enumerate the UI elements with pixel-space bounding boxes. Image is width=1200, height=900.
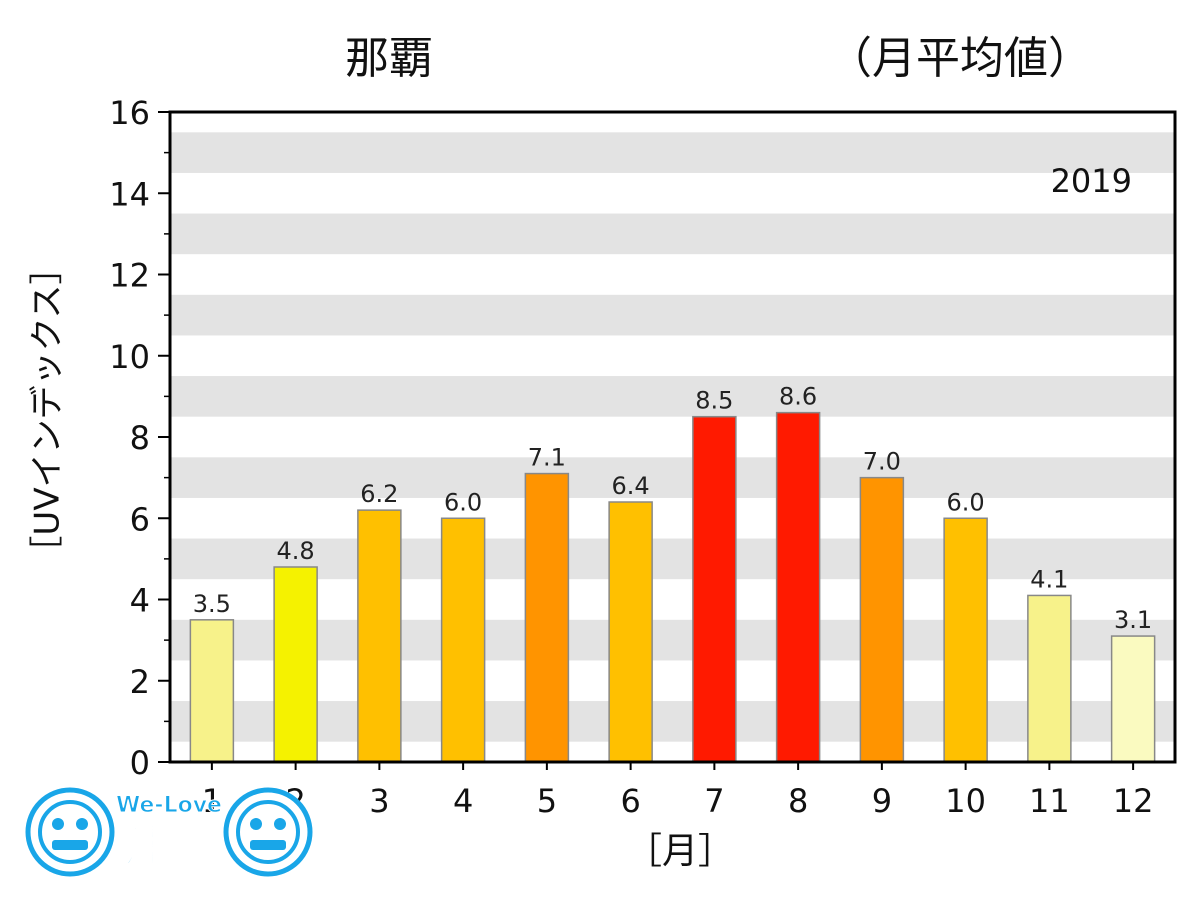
bar <box>608 501 653 763</box>
chart-title-location: 那覇 <box>345 33 433 84</box>
bar <box>524 472 570 763</box>
shisa-right-icon <box>223 787 313 877</box>
x-tick-label: 11 <box>1029 782 1070 820</box>
x-tick-label: 1 <box>202 782 222 820</box>
bar <box>775 411 821 763</box>
bar-value-label: 4.1 <box>1030 565 1068 593</box>
bar-value-label: 6.4 <box>612 472 650 500</box>
x-tick-label: 4 <box>453 782 473 820</box>
bar-value-label: 6.0 <box>444 488 482 516</box>
bar <box>859 476 905 763</box>
bar <box>357 509 402 763</box>
grid-band <box>170 376 1175 417</box>
chart-title-monthly-average: （月平均値） <box>828 33 1092 84</box>
x-tick-label: 9 <box>872 782 892 820</box>
grid-band <box>170 701 1175 742</box>
y-tick-label: 10 <box>109 338 150 376</box>
bar-value-label: 7.1 <box>528 444 566 472</box>
bar-value-label: 6.2 <box>360 480 398 508</box>
bar-value-label: 6.0 <box>947 488 985 516</box>
grid-band <box>170 538 1175 580</box>
bar <box>692 415 737 763</box>
grid-band <box>170 213 1175 255</box>
bar <box>273 566 318 763</box>
shisa-left-icon <box>25 787 115 877</box>
y-tick-label: 14 <box>109 175 150 213</box>
grid-band <box>170 294 1175 336</box>
we-love-okinawa-logo: We-Love 沖縄 <box>25 787 313 877</box>
y-tick-label: 2 <box>130 663 150 701</box>
plot-area <box>170 112 1175 762</box>
bar-value-label: 3.5 <box>193 590 231 618</box>
y-tick-label: 12 <box>109 257 150 295</box>
x-tick-label: 10 <box>945 782 986 820</box>
x-tick-label: 12 <box>1113 782 1154 820</box>
x-tick-label: 3 <box>369 782 389 820</box>
year-label: 2019 <box>1051 162 1132 200</box>
bar-value-label: 4.8 <box>277 537 315 565</box>
y-tick-label: 16 <box>109 94 150 132</box>
grid-band <box>170 619 1175 661</box>
y-tick-label: 6 <box>130 500 150 538</box>
bar-value-label: 7.0 <box>863 448 901 476</box>
grid-band <box>170 457 1175 498</box>
logo-text-top: We-Love <box>116 793 222 818</box>
x-axis-label: ［月］ <box>625 831 735 872</box>
logo-text-main: 沖縄 <box>123 819 215 873</box>
x-tick-label: 6 <box>620 782 640 820</box>
bar-value-label: 3.1 <box>1114 606 1152 634</box>
bar <box>1110 635 1156 763</box>
y-tick-label: 8 <box>130 419 150 457</box>
y-tick-label: 0 <box>130 744 150 782</box>
x-tick-label: 7 <box>704 782 724 820</box>
x-tick-label: 8 <box>788 782 808 820</box>
y-tick-label: 4 <box>130 582 150 620</box>
bar <box>1027 594 1072 763</box>
y-axis-label: ［UVインデックス］ <box>27 250 68 570</box>
bar <box>943 517 988 763</box>
grid-band <box>170 132 1175 173</box>
x-tick-label: 5 <box>537 782 557 820</box>
bar <box>440 517 486 763</box>
bar-value-label: 8.6 <box>779 383 817 411</box>
plot-frame <box>168 110 1177 764</box>
bar-value-label: 8.5 <box>695 387 733 415</box>
bar <box>189 619 235 763</box>
